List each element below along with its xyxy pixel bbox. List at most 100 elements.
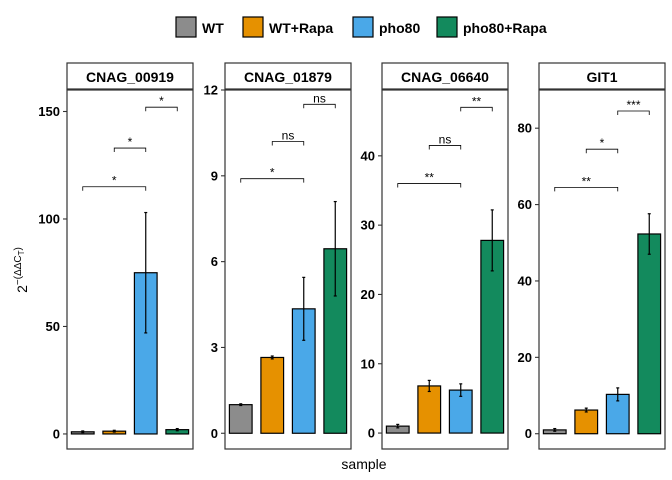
- y-tick-label: 40: [361, 148, 375, 163]
- y-axis-title-close: ): [13, 247, 24, 250]
- significance-label: **: [582, 174, 592, 188]
- y-axis-title: 2−(ΔΔCT): [13, 247, 30, 293]
- panel-border: [538, 89, 666, 450]
- panel: CNAG_01879 0 3 6 9 12 * ns ns: [204, 62, 352, 450]
- y-tick-label: 30: [361, 218, 375, 233]
- bracket-line: [617, 110, 650, 116]
- panel-border: [224, 89, 352, 450]
- panel-strip: [381, 62, 509, 90]
- panel-title: GIT1: [586, 69, 617, 85]
- bracket-line: [303, 103, 336, 109]
- bracket-line: [428, 145, 462, 150]
- panels: CNAG_00919050100150***CNAG_01879036912*n…: [38, 62, 666, 450]
- significance-bracket: **: [460, 94, 493, 112]
- significance-bracket: *: [113, 135, 147, 153]
- significance-bracket: **: [554, 174, 619, 192]
- legend-swatch: [175, 16, 197, 38]
- bracket-line: [554, 186, 619, 192]
- panel-strip: [224, 62, 352, 90]
- legend-label: WT+Rapa: [269, 20, 333, 36]
- bracket-line: [113, 147, 147, 153]
- error-bar: [427, 379, 431, 393]
- panel-strip: [66, 62, 194, 90]
- error-bar: [396, 423, 400, 429]
- y-tick-label: 3: [211, 340, 218, 355]
- legend-swatch: [242, 16, 264, 38]
- significance-bracket: *: [585, 136, 619, 154]
- bracket-line: [240, 178, 305, 183]
- legend-swatch: [436, 16, 458, 38]
- bracket-line: [397, 183, 462, 188]
- panel-title: CNAG_00919: [86, 69, 174, 85]
- y-tick-label: 50: [46, 319, 60, 334]
- y-axis-title-exponent: −(ΔΔC: [13, 255, 24, 285]
- significance-label: *: [270, 166, 275, 180]
- significance-label: ns: [282, 128, 295, 142]
- significance-label: *: [600, 136, 605, 150]
- error-bar: [616, 387, 620, 402]
- error-bar: [490, 209, 494, 272]
- y-tick-label: 0: [211, 426, 218, 441]
- significance-label: **: [472, 94, 482, 108]
- significance-bracket: *: [82, 174, 147, 191]
- y-tick-label: 20: [361, 287, 375, 302]
- y-axis-title-subscript: T: [17, 250, 26, 255]
- significance-label: ns: [439, 132, 452, 146]
- significance-label: ns: [313, 91, 326, 105]
- y-tick-label: 20: [518, 350, 532, 365]
- panel-title: CNAG_06640: [401, 69, 489, 85]
- bracket-line: [460, 106, 493, 112]
- y-tick-label: 80: [518, 121, 532, 136]
- significance-label: *: [128, 135, 133, 149]
- significance-bracket: *: [145, 94, 178, 112]
- legend-label: pho80+Rapa: [463, 20, 547, 36]
- y-tick-label: 150: [38, 104, 60, 119]
- panel-border: [66, 89, 194, 450]
- error-bar: [647, 213, 651, 255]
- error-bar: [81, 430, 85, 434]
- bar: [574, 409, 599, 435]
- significance-bracket: ns: [271, 128, 305, 146]
- panel-strip: [538, 62, 666, 90]
- y-tick-label: 60: [518, 197, 532, 212]
- legend: WT WT+Rapa pho80 pho80+Rapa: [175, 16, 547, 38]
- error-bar: [302, 276, 306, 341]
- error-bar: [270, 355, 274, 360]
- y-tick-label: 0: [368, 426, 375, 441]
- significance-bracket: **: [397, 171, 462, 188]
- bracket-line: [82, 186, 147, 191]
- y-tick-label: 6: [211, 254, 218, 269]
- bracket-line: [145, 106, 178, 112]
- panel: CNAG_06640 0 10 20 30 40 ** ns **: [361, 62, 509, 450]
- y-tick-label: 12: [204, 83, 218, 98]
- bar: [417, 385, 442, 434]
- panel-border: [381, 89, 509, 450]
- bar: [637, 233, 662, 435]
- bracket-line: [271, 141, 305, 146]
- legend-swatch: [352, 16, 374, 38]
- significance-label: *: [112, 174, 117, 188]
- significance-label: ***: [626, 98, 640, 112]
- legend-label: WT: [202, 20, 224, 36]
- error-bar: [333, 200, 337, 297]
- bar: [228, 404, 253, 434]
- error-bar: [175, 427, 179, 432]
- error-bar: [553, 427, 557, 432]
- legend-label: pho80: [379, 20, 420, 36]
- y-tick-label: 100: [38, 211, 60, 226]
- y-tick-label: 10: [361, 356, 375, 371]
- significance-label: **: [425, 171, 435, 185]
- significance-bracket: ns: [428, 132, 462, 150]
- bar: [260, 356, 285, 434]
- error-bar: [584, 407, 588, 413]
- significance-label: *: [159, 94, 164, 108]
- bracket-line: [585, 148, 619, 154]
- error-bar: [144, 211, 148, 334]
- panel-title: CNAG_01879: [244, 69, 332, 85]
- significance-bracket: ns: [303, 91, 336, 109]
- y-tick-label: 40: [518, 273, 532, 288]
- y-axis-title-base: 2: [14, 285, 30, 293]
- significance-bracket: ***: [617, 98, 650, 116]
- error-bar: [459, 383, 463, 397]
